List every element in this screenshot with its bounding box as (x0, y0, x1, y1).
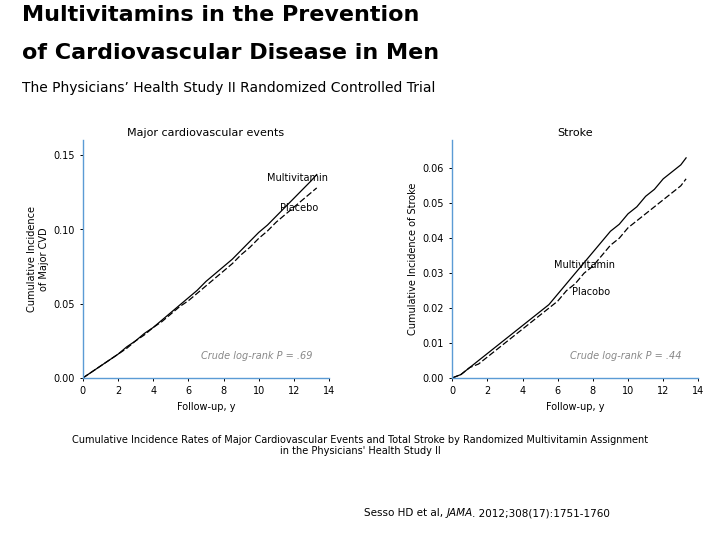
Text: Multivitamin: Multivitamin (554, 260, 615, 269)
Text: Crude log-rank P = .69: Crude log-rank P = .69 (201, 352, 312, 361)
Text: The Physicians’ Health Study II Randomized Controlled Trial: The Physicians’ Health Study II Randomiz… (22, 81, 435, 95)
Y-axis label: Cumulative Incidence
of Major CVD: Cumulative Incidence of Major CVD (27, 206, 49, 312)
X-axis label: Follow-up, y: Follow-up, y (546, 402, 605, 412)
X-axis label: Follow-up, y: Follow-up, y (176, 402, 235, 412)
Text: Placobo: Placobo (572, 287, 610, 297)
Y-axis label: Cumulative Incidence of Stroke: Cumulative Incidence of Stroke (408, 183, 418, 335)
Text: Placebo: Placebo (280, 202, 318, 213)
Text: JAMA: JAMA (446, 508, 472, 518)
Text: Multivitamins in the Prevention: Multivitamins in the Prevention (22, 5, 419, 25)
Text: Crude log-rank P = .44: Crude log-rank P = .44 (570, 352, 682, 361)
Text: Multivitamin: Multivitamin (267, 173, 328, 184)
Title: Major cardiovascular events: Major cardiovascular events (127, 128, 284, 138)
Title: Stroke: Stroke (557, 128, 593, 138)
Text: Cumulative Incidence Rates of Major Cardiovascular Events and Total Stroke by Ra: Cumulative Incidence Rates of Major Card… (72, 435, 648, 456)
Text: . 2012;308(17):1751-1760: . 2012;308(17):1751-1760 (472, 508, 609, 518)
Text: of Cardiovascular Disease in Men: of Cardiovascular Disease in Men (22, 43, 438, 63)
Text: Sesso HD et al,: Sesso HD et al, (364, 508, 446, 518)
